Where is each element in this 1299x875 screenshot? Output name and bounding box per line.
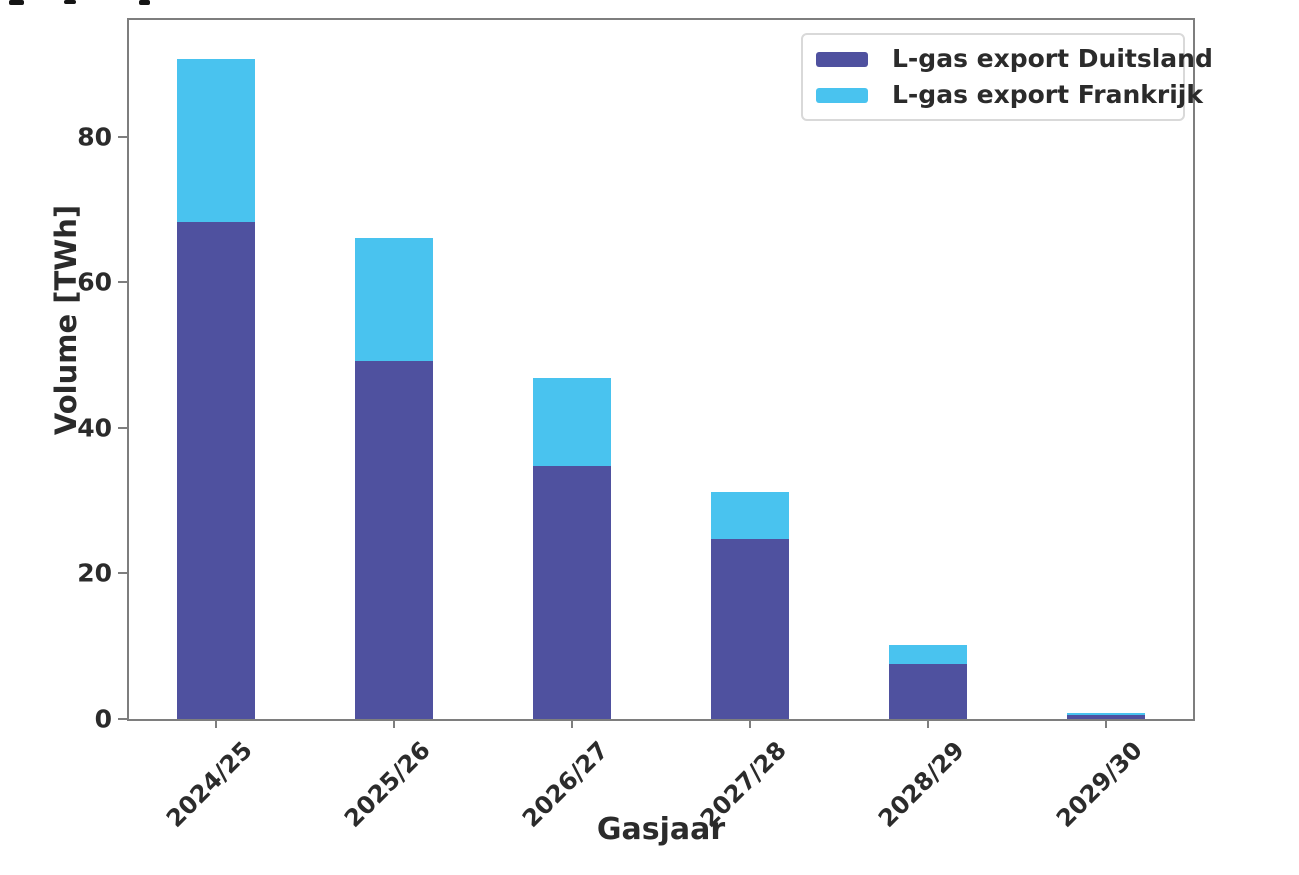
x-tick-mark	[927, 719, 929, 728]
bar-2026-27	[533, 378, 611, 719]
cropped-text-remnant	[9, 0, 24, 5]
legend-swatch-frankrijk	[816, 87, 868, 103]
x-tick-mark	[571, 719, 573, 728]
y-tick-mark	[118, 718, 127, 720]
x-tick-mark	[749, 719, 751, 728]
bar-segment-duitsland	[533, 466, 611, 719]
bar-segment-frankrijk	[533, 378, 611, 467]
legend-item-frankrijk: L-gas export Frankrijk	[816, 80, 1203, 110]
bar-segment-frankrijk	[711, 491, 789, 540]
legend-label-frankrijk: L-gas export Frankrijk	[892, 80, 1203, 109]
bar-segment-frankrijk	[889, 645, 967, 664]
plot-area	[127, 18, 1195, 721]
x-tick-label: 2028/29	[872, 736, 970, 833]
y-tick-mark	[118, 281, 127, 284]
bar-2024-25	[177, 59, 255, 719]
x-tick-mark	[393, 719, 395, 728]
legend-item-duitsland: L-gas export Duitsland	[816, 44, 1213, 74]
bar-segment-frankrijk	[355, 238, 433, 361]
legend-label-duitsland: L-gas export Duitsland	[892, 44, 1213, 73]
legend: L-gas export Duitsland L-gas export Fran…	[801, 33, 1213, 121]
x-tick-mark	[215, 719, 217, 728]
y-tick-label: 80	[77, 122, 112, 151]
y-tick-label: 0	[94, 704, 112, 734]
y-tick-label: 60	[77, 267, 112, 297]
bar-2029-30	[1067, 713, 1145, 719]
bar-segment-frankrijk	[1067, 713, 1145, 716]
bar-2025-26	[355, 238, 433, 719]
y-tick-mark	[118, 426, 127, 429]
x-tick-label: 2024/25	[160, 736, 258, 833]
x-tick-label: 2029/30	[1050, 736, 1148, 833]
bar-segment-duitsland	[711, 539, 789, 719]
cropped-text-remnant	[64, 0, 76, 4]
bar-segment-duitsland	[177, 221, 255, 719]
bar-2028-29	[889, 645, 967, 719]
bar-segment-frankrijk	[177, 59, 255, 222]
legend-swatch-duitsland	[816, 51, 868, 67]
bar-segment-duitsland	[355, 360, 433, 719]
bar-segment-duitsland	[889, 663, 967, 719]
x-axis-title: Gasjaar	[596, 812, 726, 847]
y-tick-label: 20	[77, 558, 112, 588]
y-axis-title: Volume [TWh]	[49, 204, 83, 436]
y-tick-mark	[118, 572, 127, 575]
bar-segment-duitsland	[1067, 715, 1145, 719]
y-tick-mark	[118, 135, 127, 138]
cropped-text-remnant	[139, 0, 150, 5]
x-tick-label: 2025/26	[338, 736, 436, 833]
y-tick-label: 40	[77, 413, 112, 443]
bar-2027-28	[711, 491, 789, 719]
x-tick-mark	[1105, 719, 1107, 728]
